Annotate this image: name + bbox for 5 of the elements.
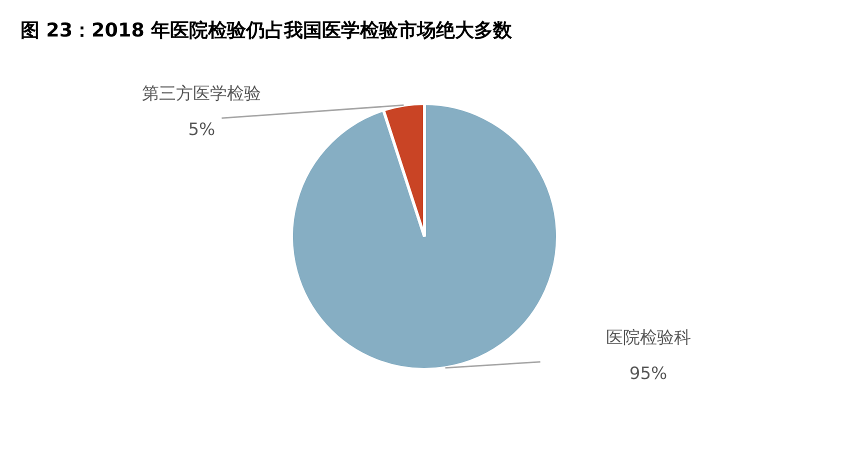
data-label: 5% [188,120,216,140]
chart-title: 图 23：2018 年医院检验仍占我国医学检验市场绝大多数 [20,20,514,42]
data-label: 95% [629,364,668,384]
slice-label: 医院检验科 [606,328,691,348]
slice-label: 第三方医学检验 [142,84,262,104]
